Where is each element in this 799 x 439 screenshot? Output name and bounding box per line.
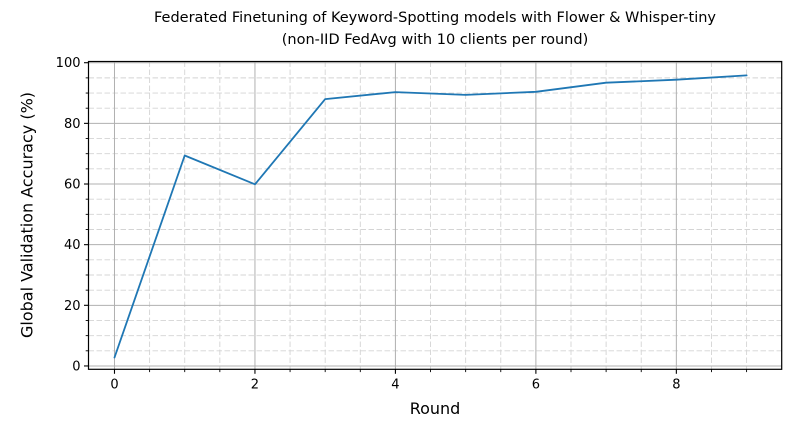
chart-title-line1: Federated Finetuning of Keyword-Spotting… bbox=[154, 10, 716, 26]
y-tick-label: 20 bbox=[64, 299, 81, 314]
y-tick-label: 100 bbox=[56, 56, 81, 71]
y-tick-label: 0 bbox=[72, 359, 80, 374]
y-tick-label: 60 bbox=[64, 178, 81, 193]
x-tick-label: 0 bbox=[110, 377, 118, 392]
y-tick-label: 40 bbox=[64, 238, 81, 253]
axes-spines bbox=[87, 60, 783, 370]
x-tick-label: 4 bbox=[391, 377, 399, 392]
x-tick-label: 6 bbox=[532, 377, 540, 392]
chart-title-line2: (non-IID FedAvg with 10 clients per roun… bbox=[281, 32, 589, 48]
chart-title: Federated Finetuning of Keyword-Spotting… bbox=[88, 7, 782, 51]
accuracy-line bbox=[113, 74, 748, 359]
x-axis-label: Round bbox=[409, 399, 461, 418]
x-tick-label: 2 bbox=[251, 377, 259, 392]
y-tick-label: 80 bbox=[64, 117, 81, 132]
x-tick-label: 8 bbox=[672, 377, 680, 392]
